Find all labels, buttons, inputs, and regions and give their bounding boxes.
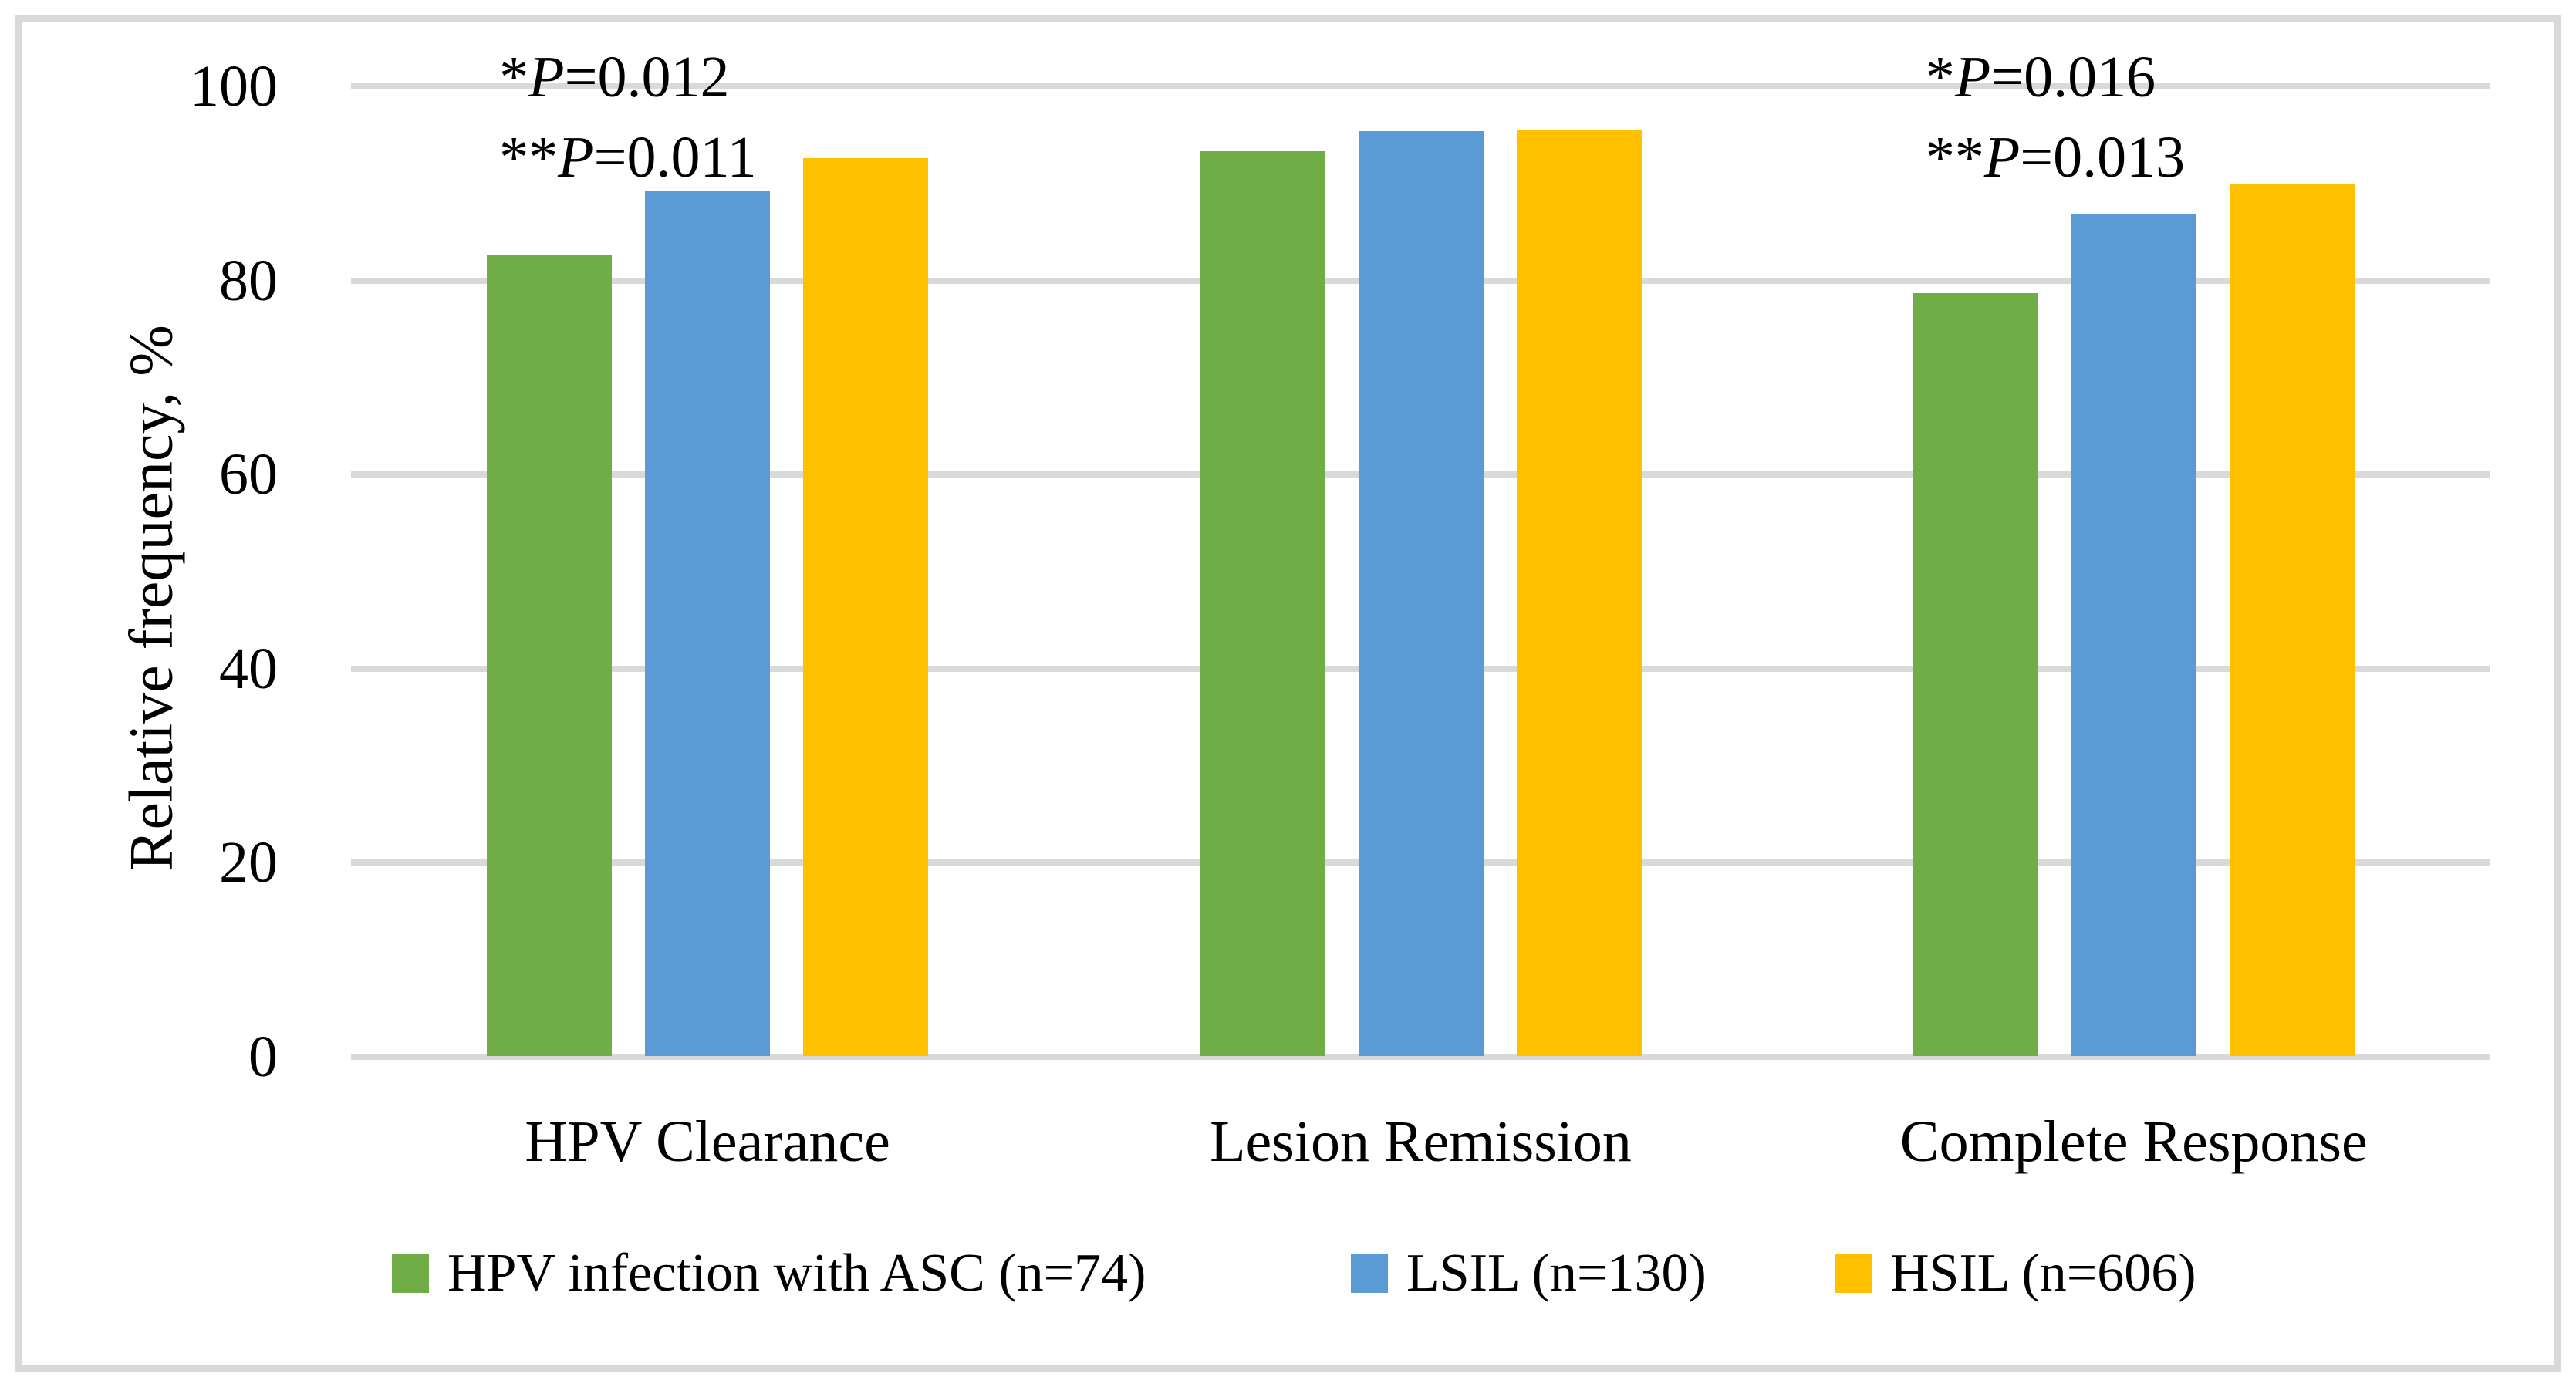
legend-swatch-lsil-n-130 bbox=[1351, 1254, 1388, 1293]
legend-swatch-hpv-infection-with-asc-n-74 bbox=[392, 1254, 429, 1293]
gridline-0 bbox=[351, 1053, 2490, 1060]
figure-border bbox=[15, 15, 2561, 1372]
legend-item-hsil-n-606: HSIL (n=606) bbox=[1835, 1246, 2196, 1300]
y-axis-title: Relative frequency, % bbox=[117, 325, 186, 871]
bar-hpv-infection-with-asc-n-74-lesion-remission bbox=[1200, 151, 1325, 1057]
y-tick-label-0: 0 bbox=[248, 1024, 278, 1089]
legend-item-hpv-infection-with-asc-n-74: HPV infection with ASC (n=74) bbox=[392, 1246, 1146, 1300]
bar-hsil-n-606-lesion-remission bbox=[1516, 130, 1642, 1057]
annotation-complete-response: *P=0.016 **P=0.013 bbox=[1926, 37, 2185, 197]
x-axis-label-lesion-remission: Lesion Remission bbox=[1210, 1109, 1632, 1174]
bar-hsil-n-606-hpv-clearance bbox=[803, 158, 929, 1057]
y-tick-label-100: 100 bbox=[190, 54, 278, 119]
annotation-line: **P=0.011 bbox=[499, 125, 757, 190]
annotation-line: *P=0.012 bbox=[499, 45, 730, 110]
bar-hpv-infection-with-asc-n-74-hpv-clearance bbox=[487, 254, 613, 1057]
y-tick-label-20: 20 bbox=[219, 830, 278, 895]
legend-swatch-hsil-n-606 bbox=[1835, 1254, 1872, 1293]
bar-lsil-n-130-lesion-remission bbox=[1358, 130, 1484, 1057]
bar-hsil-n-606-complete-response bbox=[2229, 184, 2355, 1057]
y-tick-label-40: 40 bbox=[219, 636, 278, 701]
annotation-hpv-clearance: *P=0.012 **P=0.011 bbox=[499, 37, 756, 197]
gridline-100 bbox=[351, 83, 2490, 89]
bar-hpv-infection-with-asc-n-74-complete-response bbox=[1913, 292, 2038, 1057]
annotation-line: *P=0.016 bbox=[1925, 45, 2156, 110]
x-axis-label-complete-response: Complete Response bbox=[1899, 1109, 2368, 1174]
annotation-line: **P=0.013 bbox=[1925, 125, 2186, 190]
bar-lsil-n-130-hpv-clearance bbox=[645, 191, 771, 1057]
y-tick-label-80: 80 bbox=[219, 248, 278, 313]
legend-item-lsil-n-130: LSIL (n=130) bbox=[1351, 1246, 1707, 1300]
legend-label-lsil-n-130: LSIL (n=130) bbox=[1406, 1243, 1707, 1303]
x-axis-label-hpv-clearance: HPV Clearance bbox=[525, 1109, 890, 1174]
legend-label-hsil-n-606: HSIL (n=606) bbox=[1890, 1243, 2196, 1303]
bar-lsil-n-130-complete-response bbox=[2071, 213, 2196, 1057]
y-tick-label-60: 60 bbox=[219, 442, 278, 507]
legend-label-hpv-infection-with-asc-n-74: HPV infection with ASC (n=74) bbox=[447, 1243, 1146, 1303]
